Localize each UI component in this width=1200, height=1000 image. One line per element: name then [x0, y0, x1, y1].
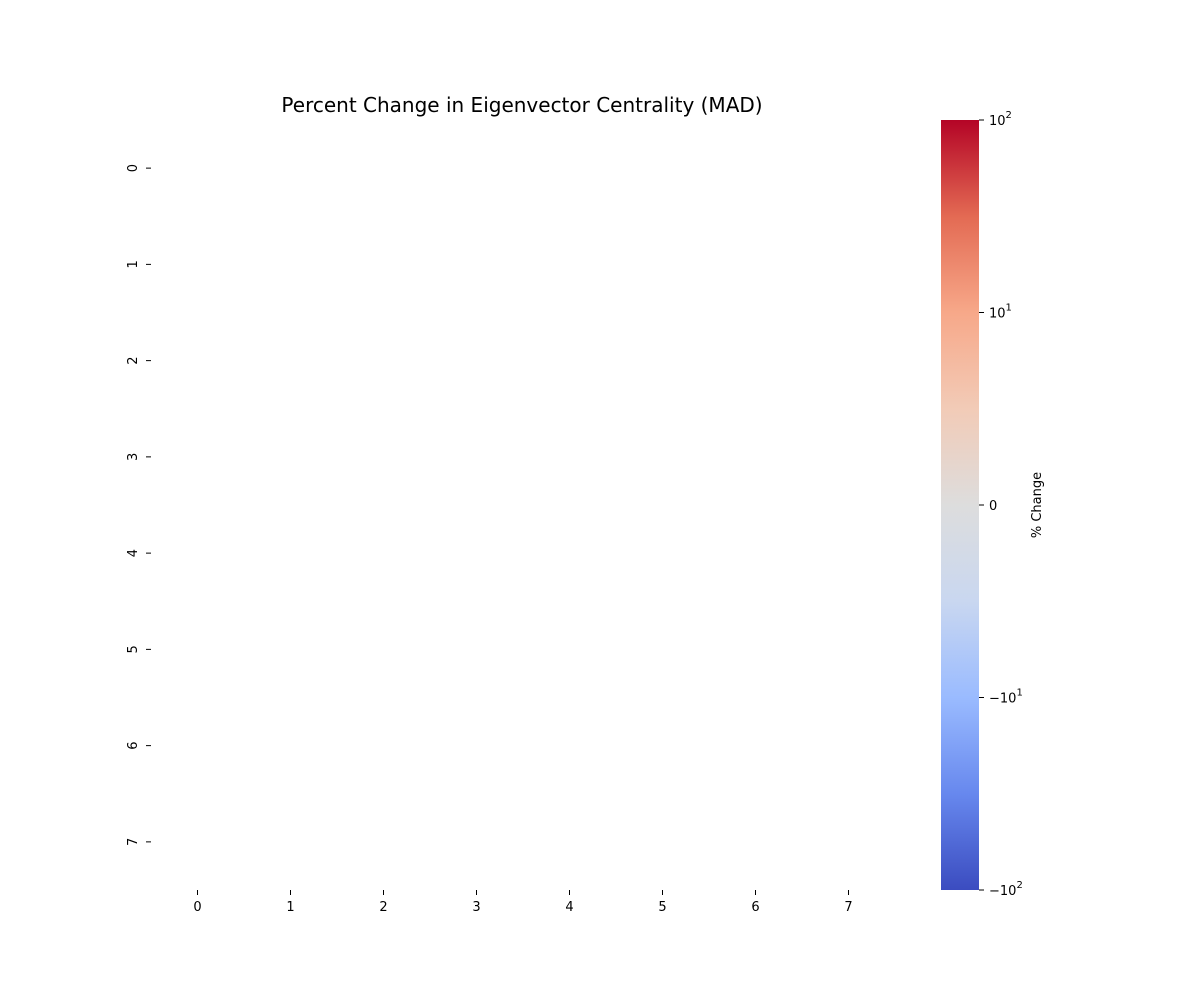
y-tick-label: 5	[126, 645, 141, 653]
x-tick-label: 5	[658, 900, 666, 915]
x-tick-label: 1	[286, 900, 294, 915]
colorbar-tick-label: 102	[989, 110, 1012, 129]
y-tick-label: 3	[126, 453, 141, 461]
colorbar	[941, 120, 979, 890]
y-tick-label: 0	[126, 164, 141, 172]
colorbar-label: % Change	[1030, 472, 1045, 538]
x-tick-label: 3	[472, 900, 480, 915]
y-tick-label: 1	[126, 260, 141, 268]
y-tick-label: 6	[126, 741, 141, 749]
colorbar-axis: 102 101 0 −101 −102	[979, 110, 1023, 899]
x-tick-label: 2	[379, 900, 387, 915]
x-axis: 0 1 2 3 4 5 6 7	[193, 890, 853, 915]
x-tick-label: 4	[565, 900, 573, 915]
y-axis: 0 1 2 3 4 5 6 7	[126, 164, 151, 846]
colorbar-tick-label: 0	[989, 499, 997, 514]
y-tick-label: 7	[126, 838, 141, 846]
colorbar-tick-label: −102	[989, 880, 1023, 899]
chart-title: Percent Change in Eigenvector Centrality…	[281, 93, 762, 117]
colorbar-tick-label: 101	[989, 303, 1012, 322]
colorbar-tick-label: −101	[989, 688, 1023, 707]
y-tick-label: 4	[126, 549, 141, 557]
x-tick-label: 7	[844, 900, 852, 915]
x-tick-label: 0	[193, 900, 201, 915]
y-tick-label: 2	[126, 356, 141, 364]
x-tick-label: 6	[751, 900, 759, 915]
